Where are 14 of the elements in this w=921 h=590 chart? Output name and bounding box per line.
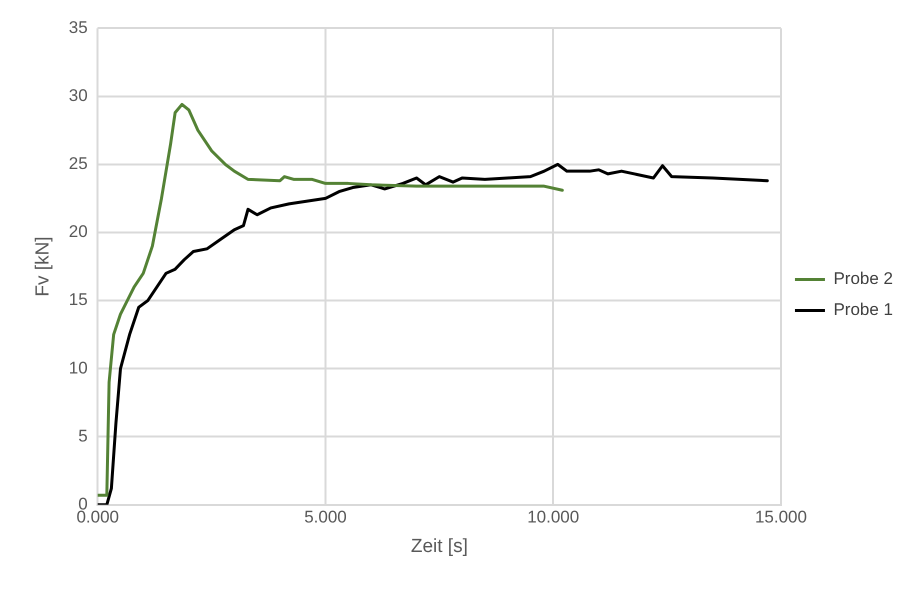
y-tick-label: 25 (68, 154, 88, 174)
legend-label: Probe 2 (833, 269, 894, 288)
y-tick-label: 10 (68, 358, 88, 378)
y-tick-label: 35 (68, 18, 88, 37)
y-tick-label: 15 (68, 290, 88, 310)
y-axis-title: Fv [kN] (32, 236, 54, 297)
x-axis-title: Zeit [s] (410, 536, 468, 557)
y-tick-label: 5 (78, 426, 88, 446)
y-tick-label: 30 (68, 86, 88, 105)
legend-label: Probe 1 (833, 300, 894, 320)
y-tick-label: 20 (68, 222, 88, 242)
x-tick-label: 15.000 (754, 508, 807, 527)
x-tick-label: 10.000 (527, 508, 580, 527)
x-tick-label: 5.000 (304, 508, 347, 527)
